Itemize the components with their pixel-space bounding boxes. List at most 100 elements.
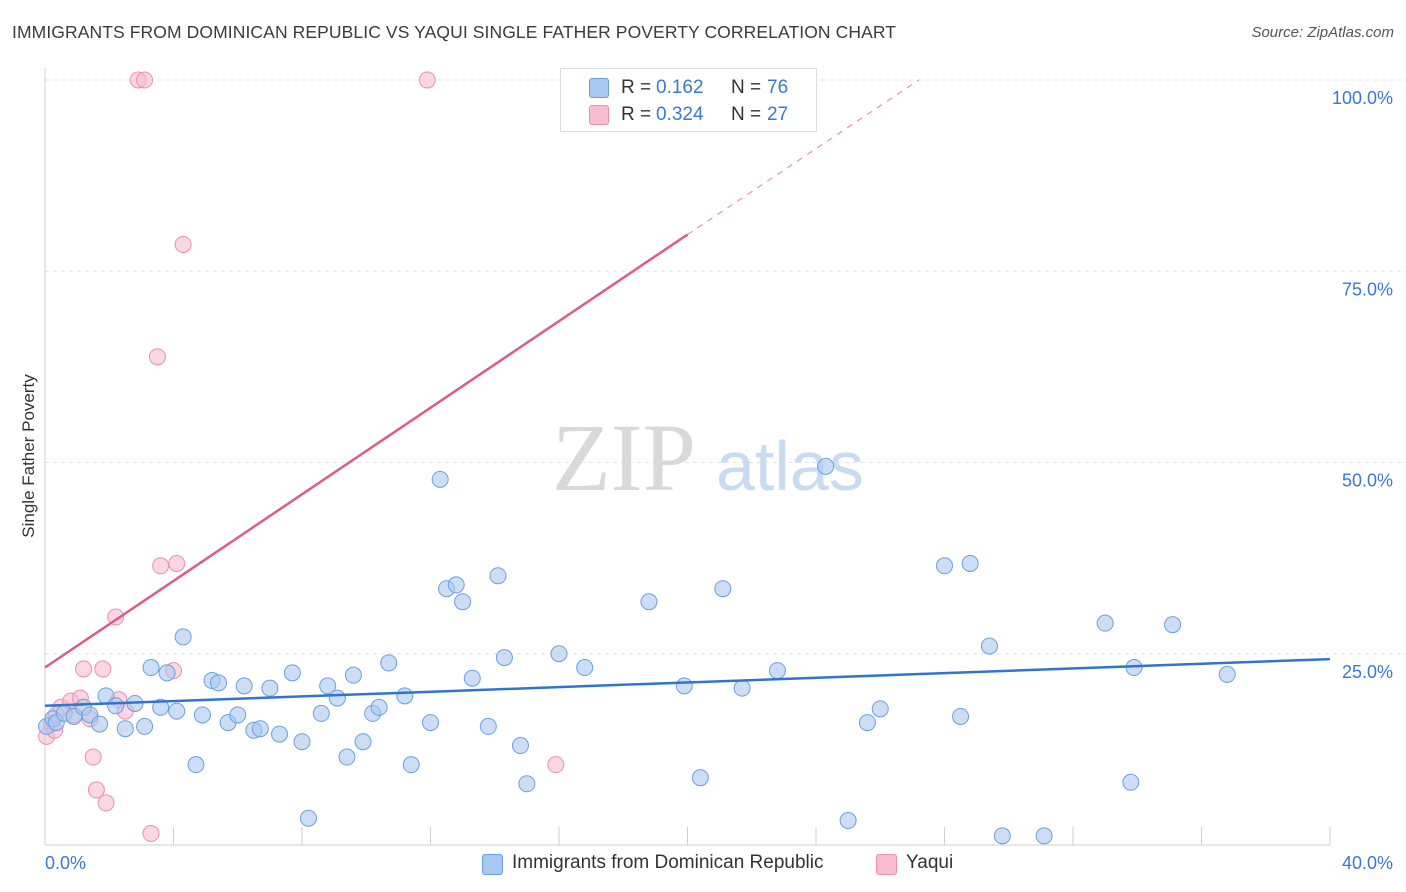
dominican-point [1035,827,1053,845]
dominican-point [187,756,205,774]
dominican-point [261,679,279,697]
dominican-point [1122,773,1140,791]
watermark: ZIP atlas [552,404,864,511]
chart-source: Source: ZipAtlas.com [1251,24,1394,41]
dominican-point [293,733,311,751]
dominican-point [675,677,693,695]
dominican-point [229,706,247,724]
legend-n-value: 27 [767,104,789,125]
yaqui-point [148,348,166,366]
yaqui-point [136,71,154,89]
yaqui-trend-extension [687,79,920,236]
yaqui-point [152,557,170,575]
legend-r-label: R = [621,104,652,125]
yaqui-point [168,554,186,572]
dominican-point [312,704,330,722]
yaqui-point [142,825,160,843]
yaqui-point [75,660,93,678]
watermark-zip: ZIP [552,404,696,511]
yaqui-trend-line [44,233,689,669]
dominican-point [871,700,889,718]
dominican-point [402,756,420,774]
y-axis-label: Single Father Poverty [19,374,38,538]
bottom-legend-swatch-yaqui [876,854,897,875]
dominican-point [380,654,398,672]
legend-r-value: 0.162 [656,77,704,98]
dominican-point [271,725,289,743]
dominican-point [489,567,507,585]
dominican-point [370,698,388,716]
dominican-point [576,659,594,677]
dominican-point [463,669,481,687]
legend-row-dominican: R = 0.162 N = 76 [561,75,816,101]
y-tick-label: 50.0% [1342,471,1393,491]
dominican-point [396,687,414,705]
dominican-point [454,593,472,611]
x-tick-labels: 0.0% 40.0% [45,853,1393,873]
bottom-legend-label-yaqui: Yaqui [906,852,954,873]
yaqui-point [87,781,105,799]
dominican-point [422,714,439,732]
dominican-point [168,702,186,720]
dominican-point [209,674,227,692]
yaqui-point [97,794,115,812]
dominican-point [354,733,372,751]
dominican-point [1096,614,1114,632]
dominican-point [817,457,835,475]
dominican-point [431,470,449,488]
dominican-point [344,666,362,684]
dominican-point [768,662,786,680]
legend-swatch-yaqui [589,105,609,125]
dominican-point [107,697,125,715]
yaqui-point [418,71,436,89]
dominican-point [858,714,876,732]
dominican-point [338,748,356,766]
axes [44,68,1331,846]
dominican-point [733,679,751,697]
dominican-point [550,645,568,663]
dominican-point [158,664,176,682]
y-tick-label: 25.0% [1342,662,1393,682]
dominican-point [142,659,160,677]
legend-row-yaqui: R = 0.324 N = 27 [561,102,816,128]
dominican-trend-line [44,657,1331,708]
dominican-point [116,720,134,738]
legend-r-label: R = [621,77,652,98]
dominican-point [993,827,1011,845]
dominican-point [952,707,970,725]
x-tick-label: 40.0% [1342,853,1393,873]
legend-n-label: N = [731,77,762,98]
legend-swatch-dominican [589,78,609,98]
yaqui-point [107,608,125,626]
dominican-point [447,576,465,594]
y-tick-labels: 25.0% 50.0% 75.0% 100.0% [1332,88,1393,682]
legend-n-value: 76 [767,77,789,98]
trend-lines [44,79,1331,708]
dominican-point [936,557,953,575]
x-tick-label: 0.0% [45,853,86,873]
watermark-atlas: atlas [716,427,864,505]
dominican-point [1218,665,1236,683]
dominican-point [251,720,269,738]
dominican-point [319,677,337,695]
dominican-point [961,554,979,572]
grid-lines [45,79,1406,655]
dominican-points [38,457,1236,845]
yaqui-point [174,235,192,253]
dominican-point [518,775,536,793]
dominican-point [495,649,513,667]
legend-r-value: 0.324 [656,104,704,125]
dominican-point [174,628,192,646]
dominican-point [640,593,658,611]
dominican-point [511,737,529,755]
dominican-point [714,580,732,598]
legend-n-label: N = [731,104,762,125]
dominican-point [1164,616,1182,634]
y-tick-label: 75.0% [1342,279,1393,299]
dominican-point [193,706,211,724]
yaqui-point [94,660,112,678]
dominican-point [152,698,170,716]
chart-title: IMMIGRANTS FROM DOMINICAN REPUBLIC VS YA… [12,22,897,42]
bottom-legend-swatch-dominican [482,854,503,875]
